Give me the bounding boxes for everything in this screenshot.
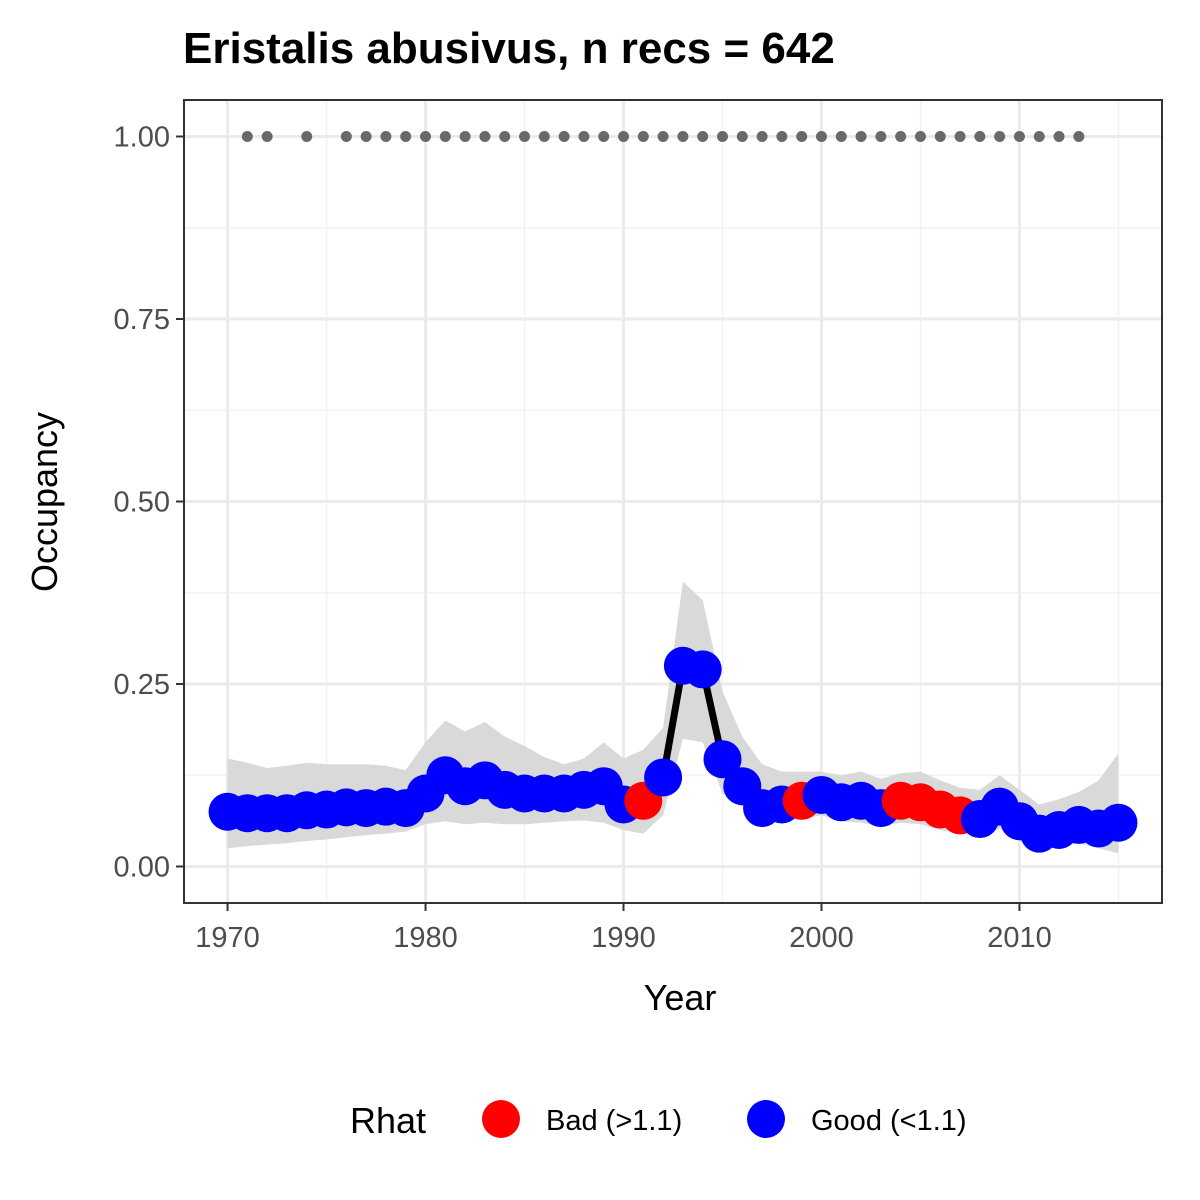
- record-dot: [796, 131, 808, 142]
- record-dot: [618, 131, 630, 142]
- x-tick-label: 1970: [195, 922, 260, 954]
- y-tick-label: 0.75: [114, 304, 170, 336]
- legend: Rhat Bad (>1.1) Good (<1.1): [350, 1100, 967, 1141]
- record-dot: [340, 131, 352, 142]
- record-dot: [380, 131, 392, 142]
- x-tick-label: 2010: [987, 922, 1052, 954]
- legend-key-good: [747, 1100, 785, 1138]
- record-dot: [815, 131, 827, 142]
- record-year-dots: [241, 131, 1085, 142]
- y-tick-label: 0.00: [114, 852, 170, 884]
- record-dot: [716, 131, 728, 142]
- record-dot: [736, 131, 748, 142]
- record-dot: [994, 131, 1006, 142]
- record-dot: [241, 131, 253, 142]
- record-dot: [914, 131, 926, 142]
- record-dot: [598, 131, 610, 142]
- record-dot: [875, 131, 887, 142]
- record-dot: [1033, 131, 1045, 142]
- x-tick-label: 1980: [393, 922, 458, 954]
- point-good: [644, 758, 683, 797]
- chart-title: Eristalis abusivus, n recs = 642: [183, 24, 835, 73]
- record-dot: [578, 131, 590, 142]
- point-good: [683, 650, 722, 689]
- legend-label-good: Good (<1.1): [811, 1105, 967, 1137]
- record-dot: [499, 131, 511, 142]
- point-good: [703, 740, 742, 779]
- plot-panel: [183, 99, 1163, 904]
- point-good: [1099, 803, 1138, 842]
- record-dot: [519, 131, 531, 142]
- record-dot: [954, 131, 966, 142]
- record-dot: [934, 131, 946, 142]
- record-dot: [974, 131, 986, 142]
- record-dot: [895, 131, 907, 142]
- record-dot: [835, 131, 847, 142]
- record-dot: [459, 131, 471, 142]
- record-dot: [756, 131, 768, 142]
- record-dot: [558, 131, 570, 142]
- record-dot: [420, 131, 432, 142]
- record-dot: [479, 131, 491, 142]
- record-dot: [360, 131, 372, 142]
- x-tick-label: 1990: [591, 922, 656, 954]
- record-dot: [1013, 131, 1025, 142]
- record-dot: [677, 131, 689, 142]
- record-dot: [439, 131, 451, 142]
- y-axis-title: Occupancy: [24, 412, 65, 592]
- record-dot: [301, 131, 313, 142]
- x-axis: 1970 1980 1990 2000 2010: [195, 903, 1052, 954]
- record-dot: [776, 131, 788, 142]
- record-dot: [261, 131, 273, 142]
- record-dot: [538, 131, 550, 142]
- record-dot: [697, 131, 709, 142]
- legend-title: Rhat: [350, 1100, 426, 1141]
- record-dot: [1073, 131, 1085, 142]
- legend-key-bad: [482, 1100, 520, 1138]
- y-tick-label: 1.00: [114, 122, 170, 154]
- record-dot: [400, 131, 412, 142]
- record-dot: [637, 131, 649, 142]
- record-dot: [657, 131, 669, 142]
- record-dot: [1053, 131, 1065, 142]
- y-tick-label: 0.25: [114, 669, 170, 701]
- x-tick-label: 2000: [789, 922, 854, 954]
- legend-label-bad: Bad (>1.1): [546, 1105, 682, 1137]
- record-dot: [855, 131, 867, 142]
- occupancy-points: [208, 646, 1138, 853]
- y-axis: 0.00 0.25 0.50 0.75 1.00: [114, 122, 184, 884]
- x-axis-title: Year: [644, 977, 717, 1018]
- y-tick-label: 0.50: [114, 487, 170, 519]
